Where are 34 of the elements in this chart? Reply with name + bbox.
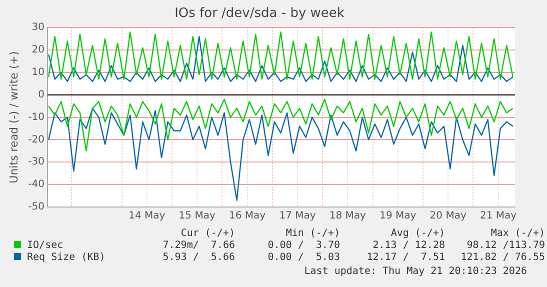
- text: 5.93 / 5.66: [162, 252, 235, 264]
- legend-label: Req Size (KB): [26, 252, 106, 264]
- y-tick-label: 0: [38, 89, 45, 100]
- y-tick-label: 10: [32, 67, 45, 78]
- y-tick-label: -50: [28, 202, 45, 213]
- text: 0.00 / 5.03: [266, 252, 340, 264]
- text: Min (-/+): [284, 228, 340, 240]
- y-tick-label: -20: [28, 134, 45, 146]
- y-tick-label: 20: [32, 44, 45, 56]
- x-tick-label: 18 May: [329, 210, 366, 222]
- x-tick-label: 21 May: [480, 210, 517, 222]
- text: Last update: Thu May 21 20:10:23 2026: [304, 266, 527, 277]
- x-tick-label: 14 May: [128, 210, 166, 222]
- x-tick-label: 16 May: [228, 210, 266, 222]
- text: 121.82 / 76.55: [460, 252, 545, 264]
- text: Max (-/+): [490, 228, 545, 240]
- y-tick-label: -30: [28, 156, 45, 168]
- y-tick-label: 30: [32, 22, 45, 34]
- chart-title: IOs for /dev/sda - by week: [174, 6, 345, 22]
- x-tick-label: 19 May: [380, 210, 416, 222]
- x-tick-label: 20 May: [430, 210, 466, 222]
- text: Cur (-/+): [180, 228, 235, 240]
- text: Avg (-/+): [390, 228, 445, 240]
- y-axis-title: Units read (-) / write (+): [7, 51, 20, 184]
- x-tick-label: 15 May: [178, 210, 216, 222]
- y-tick-label: -40: [28, 179, 45, 190]
- text: 0.00 / 3.70: [266, 240, 340, 252]
- x-tick-label: 17 May: [279, 210, 316, 222]
- y-tick-label: -10: [28, 112, 45, 123]
- text: 12.17 / 7.51: [366, 252, 445, 264]
- text: 2.13 / 12.28: [372, 240, 445, 252]
- legend-label: IO/sec: [26, 240, 64, 252]
- text: 98.12 /113.79: [466, 240, 545, 252]
- text: 7.29m/ 7.66: [162, 240, 235, 252]
